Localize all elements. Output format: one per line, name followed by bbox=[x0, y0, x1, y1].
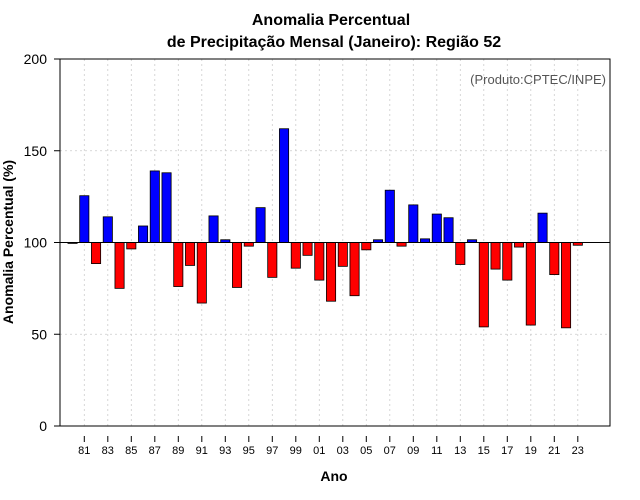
bar-04 bbox=[349, 242, 360, 297]
x-axis-title: Ano bbox=[320, 468, 347, 484]
bar-16 bbox=[490, 242, 501, 270]
x-tick-label: 17 bbox=[501, 445, 513, 457]
bar-85 bbox=[126, 242, 137, 250]
x-tick-label: 09 bbox=[407, 445, 419, 457]
x-tick-label: 01 bbox=[313, 445, 325, 457]
bar-20 bbox=[537, 212, 548, 243]
bar-96 bbox=[255, 207, 266, 243]
bar-05 bbox=[361, 242, 372, 251]
bar-02 bbox=[326, 242, 337, 302]
bar-17 bbox=[502, 242, 513, 281]
bar-99 bbox=[290, 242, 301, 269]
x-tick-label: 21 bbox=[548, 445, 560, 457]
y-axis: 0 50 100 150 200 bbox=[24, 51, 60, 434]
bar-09 bbox=[408, 204, 419, 243]
bar-83 bbox=[102, 216, 113, 243]
x-tick-label: 87 bbox=[149, 445, 161, 457]
bar-10 bbox=[420, 238, 431, 243]
bar-95 bbox=[243, 242, 254, 247]
bar-84 bbox=[114, 242, 125, 289]
y-axis-title: Anomalia Percentual (%) bbox=[0, 160, 16, 324]
bar-90 bbox=[185, 242, 196, 266]
bar-15 bbox=[478, 242, 489, 328]
bar-01 bbox=[314, 242, 325, 281]
bar-91 bbox=[196, 242, 207, 304]
y-tick-label: 200 bbox=[24, 51, 48, 67]
bar-82 bbox=[91, 242, 102, 265]
bar-88 bbox=[161, 172, 172, 243]
x-tick-label: 03 bbox=[337, 445, 349, 457]
x-tick-label: 91 bbox=[196, 445, 208, 457]
x-tick-label: 07 bbox=[384, 445, 396, 457]
y-tick-label: 50 bbox=[31, 326, 47, 342]
x-tick-label: 95 bbox=[243, 445, 255, 457]
x-tick-label: 19 bbox=[525, 445, 537, 457]
bar-11 bbox=[431, 213, 442, 243]
x-tick-label: 85 bbox=[125, 445, 137, 457]
y-tick-label: 100 bbox=[24, 235, 48, 251]
bar-12 bbox=[443, 217, 454, 243]
x-axis: 81 83 85 87 89 91 93 95 97 99 01 03 05 07 09 11 13 15 17 19… bbox=[78, 436, 584, 457]
credit-label: (Produto:CPTEC/INPE) bbox=[470, 72, 606, 87]
y-tick-label: 0 bbox=[39, 418, 47, 434]
x-tick-label: 97 bbox=[266, 445, 278, 457]
bar-94 bbox=[232, 242, 243, 288]
bar-07 bbox=[384, 189, 395, 243]
chart-subtitle: de Precipitação Mensal (Janeiro): Região… bbox=[167, 34, 501, 51]
x-tick-label: 11 bbox=[431, 445, 442, 457]
bar-00 bbox=[302, 242, 313, 256]
x-tick-label: 05 bbox=[360, 445, 372, 457]
bar-89 bbox=[173, 242, 184, 287]
bars bbox=[67, 128, 583, 329]
bar-97 bbox=[267, 242, 278, 278]
x-tick-label: 83 bbox=[102, 445, 114, 457]
bar-18 bbox=[514, 242, 525, 248]
x-tick-label: 23 bbox=[572, 445, 584, 457]
x-tick-label: 89 bbox=[172, 445, 184, 457]
bar-08 bbox=[396, 242, 407, 247]
bar-03 bbox=[337, 242, 348, 267]
x-tick-label: 13 bbox=[454, 445, 466, 457]
x-tick-label: 81 bbox=[78, 445, 90, 457]
x-tick-label: 99 bbox=[290, 445, 302, 457]
chart-title: Anomalia Percentual bbox=[252, 12, 410, 29]
x-tick-label: 15 bbox=[478, 445, 490, 457]
x-tick-label: 93 bbox=[219, 445, 231, 457]
bar-81 bbox=[79, 195, 90, 243]
y-tick-label: 150 bbox=[24, 143, 48, 159]
bar-22 bbox=[561, 242, 572, 329]
bar-86 bbox=[138, 225, 149, 243]
bar-98 bbox=[279, 128, 290, 243]
bar-92 bbox=[208, 215, 219, 243]
bar-19 bbox=[525, 242, 536, 326]
bar-21 bbox=[549, 242, 560, 276]
bar-87 bbox=[149, 170, 160, 243]
bar-13 bbox=[455, 242, 466, 265]
